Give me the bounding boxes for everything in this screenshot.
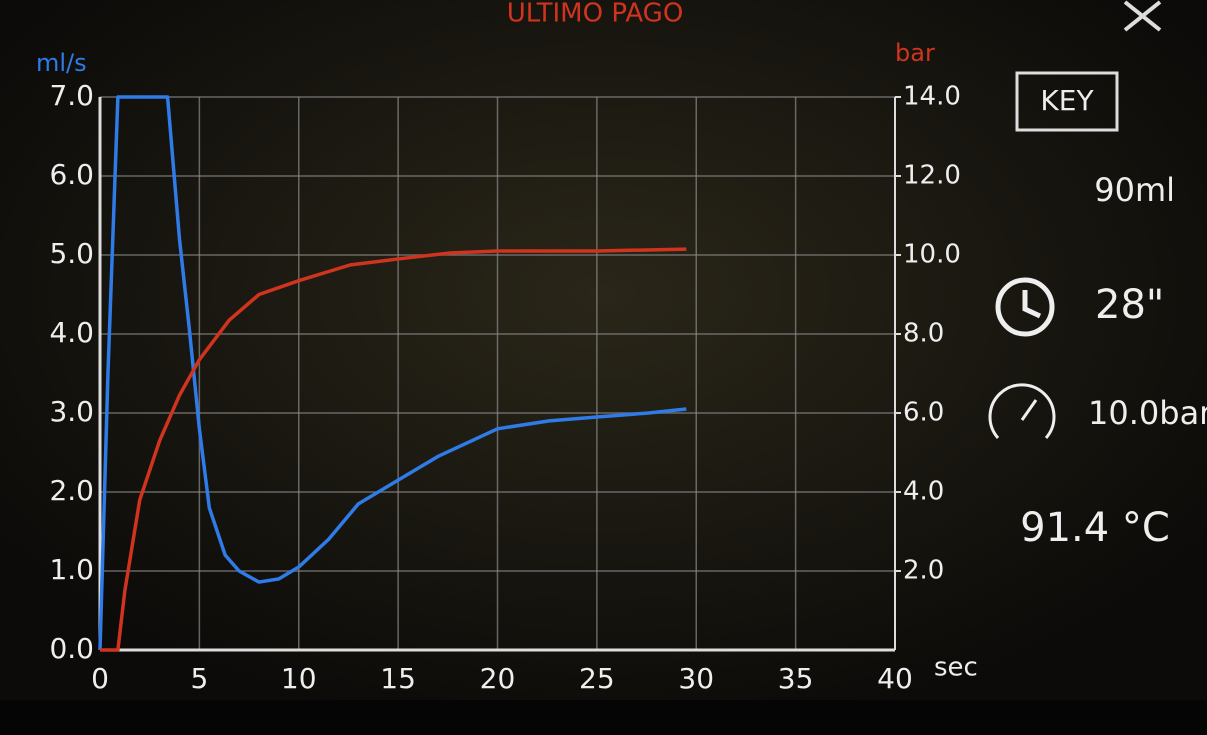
y-tick-label: 0.0	[49, 632, 94, 665]
gauge-needle	[1020, 399, 1038, 421]
y-tick-label: 3.0	[49, 395, 94, 428]
close-stroke	[1123, 0, 1162, 32]
x-axis-label: sec	[934, 653, 978, 683]
x-tick-label: 5	[190, 662, 208, 695]
x-tick-label: 25	[579, 662, 615, 695]
x-tick-label: 15	[380, 662, 416, 695]
close-icon[interactable]	[1123, 0, 1162, 32]
y2-tick-label: 4.0	[903, 477, 944, 507]
x-tick-label: 0	[91, 662, 109, 695]
y2-tick-label: 2.0	[903, 556, 944, 586]
gauge-arc	[988, 383, 1056, 439]
y2-tick-label: 6.0	[903, 398, 944, 428]
y2-tick-label: 10.0	[903, 240, 961, 270]
x-tick-label: 20	[480, 662, 516, 695]
y-tick-label: 5.0	[49, 237, 94, 270]
key-button[interactable]	[1015, 71, 1119, 132]
time: 28"	[1095, 282, 1164, 328]
temperature: 91.4 °C	[1020, 505, 1170, 551]
clock-face	[995, 277, 1055, 337]
volume: 90ml	[1094, 171, 1175, 209]
x-tick-label: 40	[877, 662, 913, 695]
y-tick-label: 1.0	[49, 553, 94, 586]
key-label: KEY	[1040, 84, 1094, 117]
clock-icon	[995, 277, 1055, 337]
x-tick-label: 30	[678, 662, 714, 695]
chart-title: ULTIMO PAGO	[507, 0, 684, 29]
y2-tick-label: 8.0	[903, 319, 944, 349]
clock-hands	[1022, 290, 1042, 319]
y2-tick-label: 14.0	[903, 82, 961, 112]
gauge-icon	[988, 383, 1056, 439]
y-tick-label: 4.0	[49, 316, 94, 349]
x-tick-label: 35	[778, 662, 814, 695]
pressure: 10.0bar	[1088, 394, 1207, 432]
bezel	[0, 700, 1207, 735]
y-tick-label: 7.0	[49, 79, 94, 112]
series-line	[98, 95, 687, 651]
y-tick-label: 6.0	[49, 158, 94, 191]
series-line	[100, 247, 687, 652]
y-axis-label: ml/s	[36, 49, 87, 77]
y-tick-label: 2.0	[49, 474, 94, 507]
y2-axis-label: bar	[895, 39, 935, 67]
x-tick-label: 10	[281, 662, 317, 695]
y2-tick-label: 12.0	[903, 161, 961, 191]
